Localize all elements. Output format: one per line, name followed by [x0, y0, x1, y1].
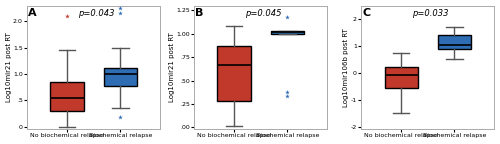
Y-axis label: Log10mir21 post RT: Log10mir21 post RT	[168, 33, 174, 102]
PathPatch shape	[104, 68, 137, 86]
PathPatch shape	[384, 67, 418, 88]
Y-axis label: Log10mir106b post RT: Log10mir106b post RT	[343, 28, 349, 107]
Text: p=0.033: p=0.033	[412, 9, 449, 18]
Text: B: B	[196, 8, 203, 18]
PathPatch shape	[50, 82, 84, 111]
Y-axis label: Log10mir21 post RT: Log10mir21 post RT	[6, 33, 12, 102]
Text: p=0.045: p=0.045	[245, 9, 282, 18]
Text: A: A	[28, 8, 37, 18]
Text: C: C	[362, 8, 370, 18]
PathPatch shape	[218, 46, 250, 101]
PathPatch shape	[271, 31, 304, 34]
Text: p=0.043: p=0.043	[78, 9, 114, 18]
PathPatch shape	[438, 35, 471, 49]
